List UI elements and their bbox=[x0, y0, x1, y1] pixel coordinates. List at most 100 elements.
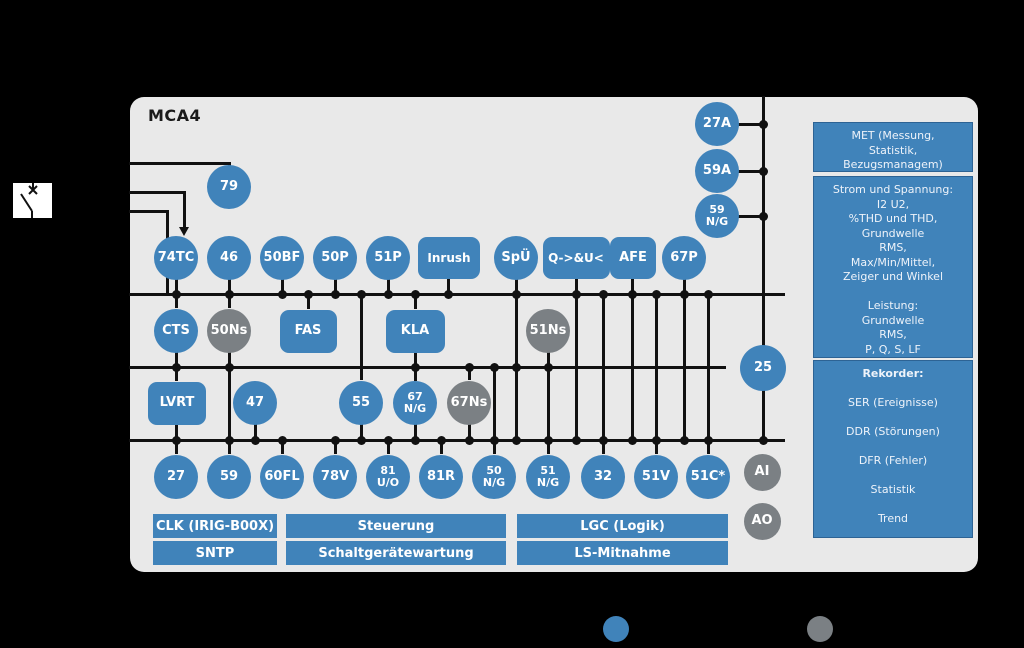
node-67p: 67P bbox=[662, 236, 706, 280]
node-51-n-g: 51 N/G bbox=[526, 455, 570, 499]
node-ao: AO bbox=[743, 502, 781, 540]
info-line: %THD und THD, bbox=[848, 212, 938, 225]
node-51c: 51C* bbox=[686, 455, 730, 499]
wire bbox=[183, 191, 186, 227]
info-line: Grundwelle bbox=[861, 313, 925, 327]
junction-dot bbox=[598, 435, 608, 445]
node-fas: FAS bbox=[279, 309, 337, 353]
info-line: Trend bbox=[877, 512, 909, 525]
node-51ns: 51Ns bbox=[526, 309, 570, 353]
info-line bbox=[814, 285, 972, 300]
node-51p: 51P bbox=[366, 236, 410, 280]
info-line: Zeiger und Winkel bbox=[842, 270, 943, 283]
wire bbox=[334, 439, 337, 454]
wire bbox=[655, 293, 658, 454]
junction-dot bbox=[758, 166, 768, 176]
info-line: MET (Messung, bbox=[851, 129, 935, 142]
circuit-breaker-icon bbox=[13, 183, 52, 218]
junction-dot bbox=[627, 289, 637, 299]
info-line: DFR (Fehler) bbox=[858, 454, 928, 467]
junction-dot bbox=[171, 289, 181, 299]
wire bbox=[575, 278, 578, 439]
junction-dot bbox=[598, 289, 608, 299]
wire bbox=[228, 352, 231, 454]
wire bbox=[414, 423, 417, 439]
feature-bar-clk-irig-b00x: CLK (IRIG-B00X) bbox=[153, 514, 277, 538]
junction-dot bbox=[511, 289, 521, 299]
node-59: 59 bbox=[207, 455, 251, 499]
wire bbox=[440, 439, 443, 454]
legend-dot-blue bbox=[603, 616, 629, 642]
info-line: RMS, bbox=[879, 328, 907, 341]
wire bbox=[602, 293, 605, 454]
node-50bf: 50BF bbox=[260, 236, 304, 280]
info-line: Leistung: bbox=[867, 299, 919, 312]
recorder-box: Rekorder: SER (Ereignisse) DDR (Störunge… bbox=[813, 360, 973, 538]
junction-dot bbox=[250, 435, 260, 445]
measurement-box: Strom und Spannung: I2 U2, %THD und THD, Gr… bbox=[813, 176, 973, 358]
junction-dot bbox=[410, 435, 420, 445]
wire bbox=[129, 162, 228, 165]
node-32: 32 bbox=[581, 455, 625, 499]
feature-bar-sntp: SNTP bbox=[153, 541, 277, 565]
node-59a: 59A bbox=[695, 149, 739, 193]
info-line: Strom und Spannung: bbox=[832, 183, 954, 196]
wire bbox=[254, 424, 257, 439]
met-box: MET (Messung, Statistik, Bezugsmanagem) bbox=[813, 122, 973, 172]
wire bbox=[129, 191, 183, 194]
junction-dot bbox=[277, 435, 287, 445]
node-afe: AFE bbox=[610, 237, 656, 279]
feature-bar-ls-mitnahme: LS-Mitnahme bbox=[517, 541, 728, 565]
arrow-down-icon bbox=[179, 227, 189, 236]
node-55: 55 bbox=[339, 381, 383, 425]
info-line: Statistik bbox=[870, 483, 916, 496]
node-60fl: 60FL bbox=[260, 455, 304, 499]
junction-dot bbox=[383, 435, 393, 445]
node-cts: CTS bbox=[154, 309, 198, 353]
node-74tc: 74TC bbox=[154, 236, 198, 280]
wire bbox=[683, 279, 686, 439]
node-27: 27 bbox=[154, 455, 198, 499]
wire bbox=[738, 215, 762, 218]
device-title: MCA4 bbox=[148, 106, 202, 125]
legend-dot-gray bbox=[807, 616, 833, 642]
wire bbox=[738, 170, 762, 173]
feature-bar-steuerung: Steuerung bbox=[286, 514, 506, 538]
junction-dot bbox=[651, 289, 661, 299]
junction-dot bbox=[171, 435, 181, 445]
node-50ns: 50Ns bbox=[207, 309, 251, 353]
node-78v: 78V bbox=[313, 455, 357, 499]
junction-dot bbox=[571, 289, 581, 299]
junction-dot bbox=[356, 435, 366, 445]
node-67-n-g: 67 N/G bbox=[393, 381, 437, 425]
junction-dot bbox=[330, 435, 340, 445]
info-line: Bezugsmanagem) bbox=[843, 158, 943, 171]
junction-dot bbox=[758, 211, 768, 221]
junction-dot bbox=[758, 119, 768, 129]
node-67ns: 67Ns bbox=[447, 381, 491, 425]
junction-dot bbox=[511, 362, 521, 372]
node-25: 25 bbox=[740, 345, 786, 391]
info-line: Max/Min/Mittel, bbox=[850, 255, 936, 269]
junction-dot bbox=[679, 435, 689, 445]
wire bbox=[281, 439, 284, 454]
feature-bar-lgc-logik: LGC (Logik) bbox=[517, 514, 728, 538]
wire bbox=[515, 278, 518, 439]
wire bbox=[281, 279, 284, 293]
info-line bbox=[814, 382, 972, 397]
junction-dot bbox=[171, 362, 181, 372]
junction-dot bbox=[224, 435, 234, 445]
info-line: P, Q, S, LF bbox=[865, 342, 921, 356]
wire bbox=[738, 123, 762, 126]
info-line: Statistik, bbox=[868, 143, 918, 157]
node-81r: 81R bbox=[419, 455, 463, 499]
junction-dot bbox=[511, 435, 521, 445]
node-sp: SpÜ bbox=[494, 236, 538, 280]
wire bbox=[387, 279, 390, 293]
node-50p: 50P bbox=[313, 236, 357, 280]
info-line: DDR (Störungen) bbox=[846, 425, 940, 438]
junction-dot bbox=[410, 289, 420, 299]
node-lvrt: LVRT bbox=[148, 381, 206, 425]
wire bbox=[547, 352, 550, 454]
